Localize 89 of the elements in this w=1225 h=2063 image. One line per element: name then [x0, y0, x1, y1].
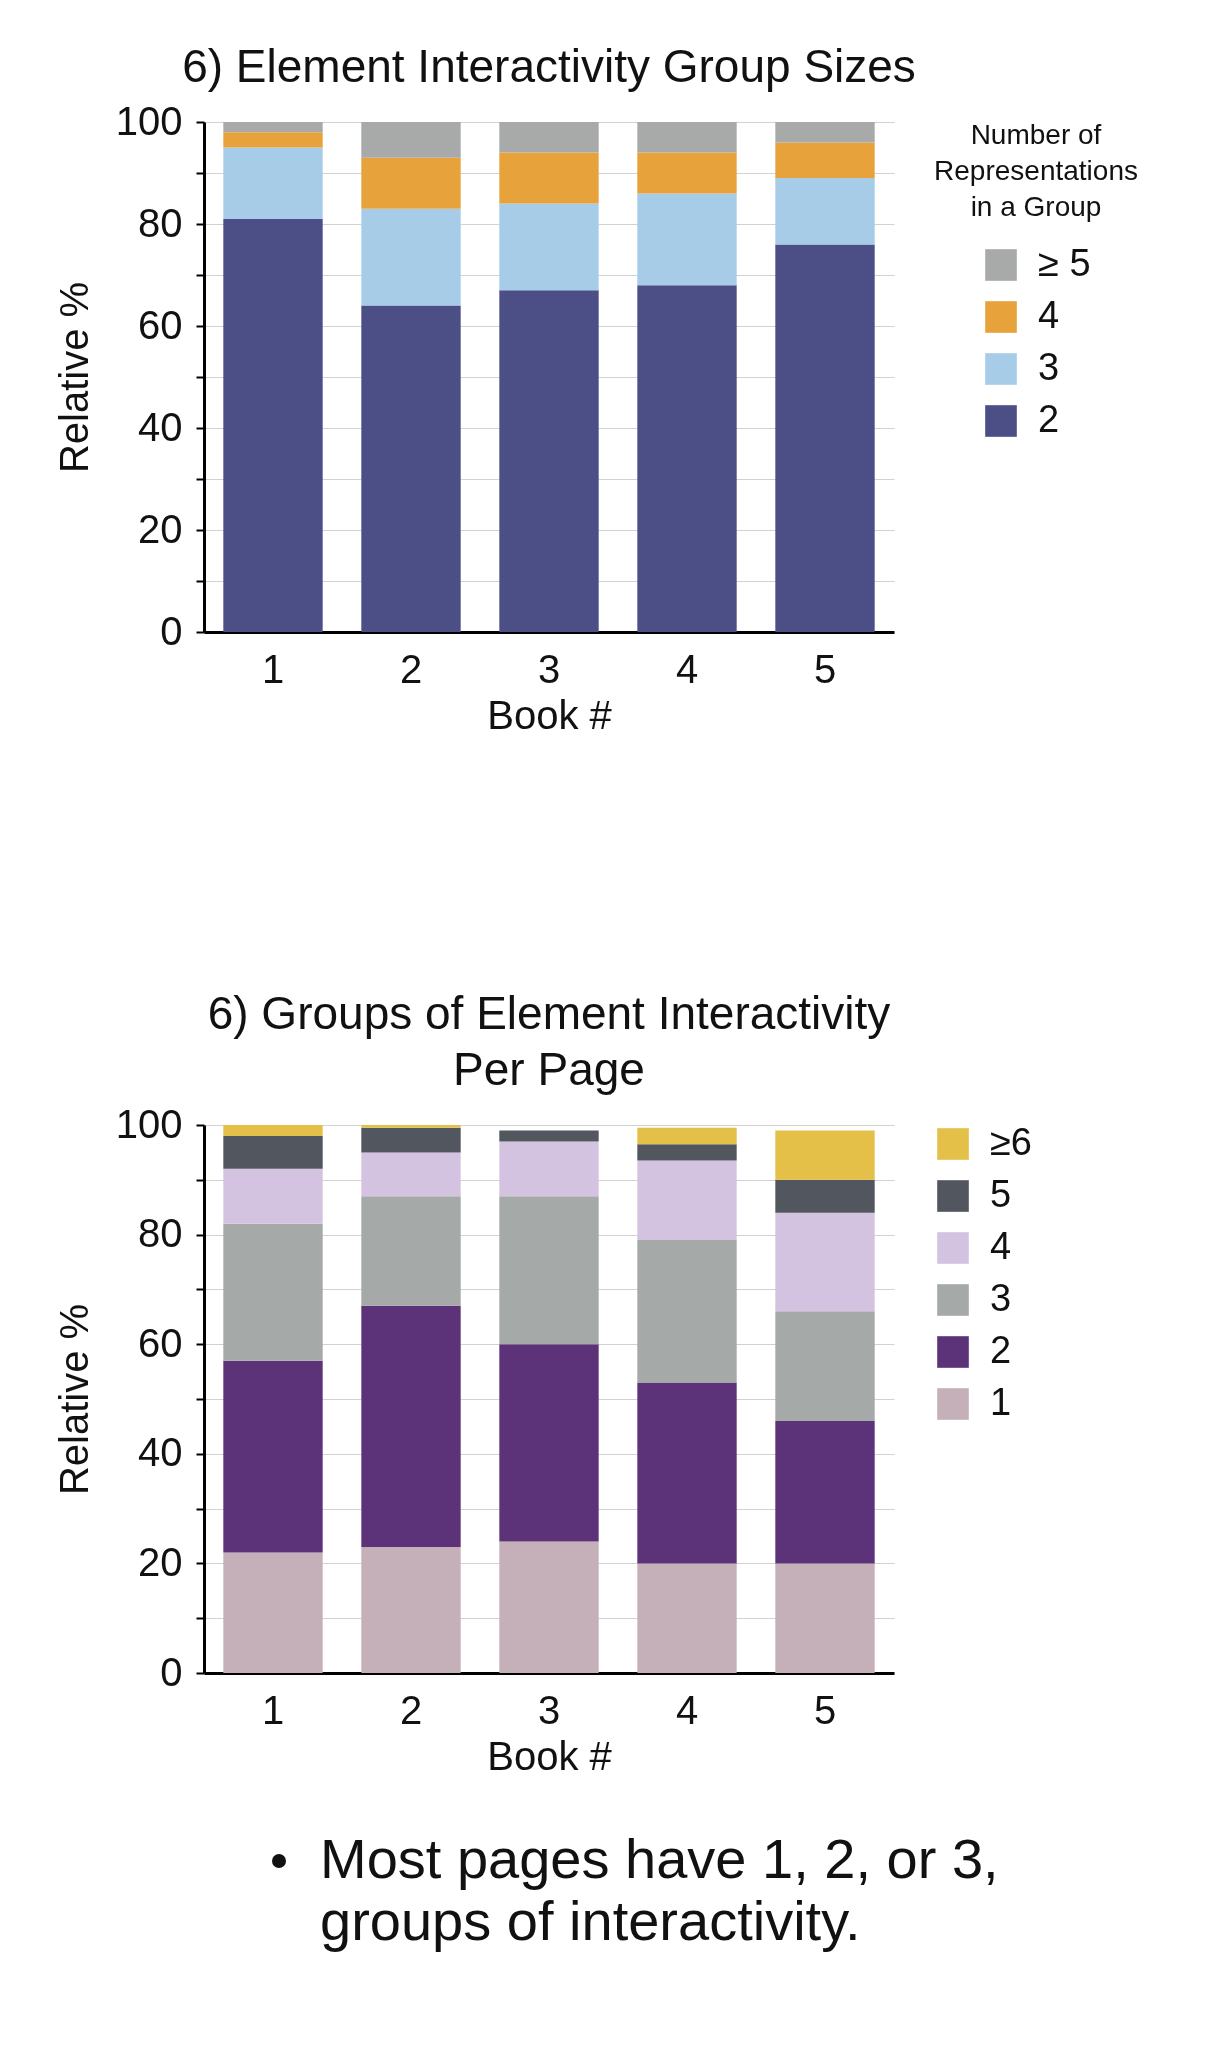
y-tick-label: 40 — [138, 1430, 183, 1475]
x-tick-label: 5 — [813, 646, 837, 691]
bar — [775, 1212, 875, 1312]
bar — [361, 1125, 461, 1128]
bar — [223, 1168, 323, 1224]
bar — [637, 1144, 737, 1161]
bar — [499, 290, 599, 632]
bar — [775, 1130, 875, 1180]
y-tick-label: 60 — [138, 1320, 183, 1365]
x-tick-label: 1 — [261, 1687, 285, 1732]
x-tick-label: 2 — [399, 646, 423, 691]
legend-label: 1 — [990, 1381, 1012, 1423]
y-tick-label: 40 — [138, 404, 183, 449]
legend-label: 5 — [990, 1173, 1012, 1215]
bar — [361, 1546, 461, 1673]
bar — [499, 203, 599, 291]
bar — [775, 178, 875, 245]
bar — [361, 157, 461, 209]
x-tick-label: 4 — [675, 1687, 699, 1732]
bar — [499, 152, 599, 204]
y-tick-label: 20 — [138, 506, 183, 551]
legend-label: 4 — [990, 1225, 1012, 1267]
bar — [223, 1125, 323, 1136]
bar — [223, 1135, 323, 1169]
x-tick-label: 3 — [537, 646, 561, 691]
y-tick-label: 100 — [115, 98, 183, 143]
bar — [223, 132, 323, 148]
bar — [361, 208, 461, 306]
legend-label: 3 — [990, 1277, 1012, 1319]
legend-title: Number of Representations in a Group — [934, 119, 1138, 222]
x-tick-label: 1 — [261, 646, 285, 691]
bar — [637, 1240, 737, 1383]
y-tick-label: 20 — [138, 1539, 183, 1584]
bar — [499, 1344, 599, 1542]
bar — [775, 244, 875, 632]
bar — [775, 142, 875, 179]
chart-title: 6) Element Interactivity Group Sizes — [182, 40, 916, 92]
y-axis-title: Relative % — [51, 1303, 96, 1496]
x-tick-label: 2 — [399, 1687, 423, 1732]
bar — [637, 193, 737, 286]
chart-title: 6) Groups of Element Interactivity Per Page — [207, 987, 891, 1095]
bar — [223, 1360, 323, 1553]
bar — [499, 1130, 599, 1142]
y-tick-label: 100 — [115, 1101, 183, 1146]
bar — [223, 147, 323, 219]
bar — [499, 1141, 599, 1197]
legend-label: ≥6 — [990, 1121, 1032, 1163]
y-tick-label: 60 — [138, 302, 183, 347]
bar — [499, 1196, 599, 1345]
bar — [775, 1563, 875, 1673]
y-tick-label: 0 — [160, 1649, 183, 1694]
y-tick-label: 80 — [138, 1211, 183, 1256]
bar — [775, 122, 875, 143]
legend-label: 3 — [1038, 346, 1060, 388]
bar — [223, 122, 323, 133]
text: Most pages have 1, 2, or 3, groups of interactivity. — [320, 1827, 1000, 1952]
y-tick-label: 80 — [138, 200, 183, 245]
bar — [499, 122, 599, 153]
legend-label: 2 — [1038, 398, 1060, 440]
x-axis-title: Book # — [487, 692, 613, 737]
bar — [361, 1196, 461, 1306]
x-tick-label: 3 — [537, 1687, 561, 1732]
x-axis-title: Book # — [487, 1733, 613, 1778]
y-axis-title: Relative % — [51, 281, 96, 474]
bar — [223, 1552, 323, 1673]
x-tick-label: 5 — [813, 1687, 837, 1732]
legend-label: ≥ 5 — [1038, 242, 1091, 284]
bar — [361, 305, 461, 632]
bar — [775, 1420, 875, 1564]
bar — [637, 122, 737, 153]
bar — [637, 285, 737, 632]
bar — [223, 1223, 323, 1361]
bar — [637, 1127, 737, 1145]
legend-label: 2 — [990, 1329, 1012, 1371]
bar — [361, 1127, 461, 1153]
x-tick-label: 4 — [675, 646, 699, 691]
bar — [361, 1305, 461, 1547]
bar — [637, 1563, 737, 1673]
bar — [775, 1311, 875, 1421]
bar — [637, 152, 737, 194]
bar — [223, 218, 323, 632]
bar — [499, 1541, 599, 1673]
y-tick-label: 0 — [160, 608, 183, 653]
bar — [775, 1179, 875, 1213]
bar — [361, 1152, 461, 1197]
bar — [361, 122, 461, 158]
legend-label: 4 — [1038, 294, 1060, 336]
bar — [637, 1160, 737, 1241]
bar — [637, 1382, 737, 1564]
